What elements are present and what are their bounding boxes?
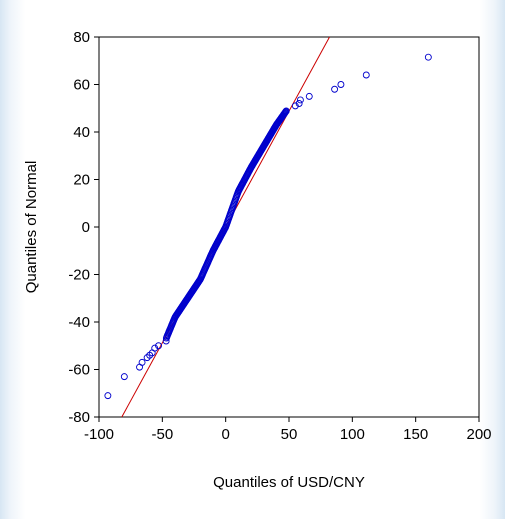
data-point [291,102,299,110]
y-tick-label: -40 [68,314,90,331]
data-point [162,337,170,345]
data-point [120,373,128,381]
y-tick-label: 0 [82,219,90,236]
data-point [337,81,345,88]
x-axis-ticks: -100 -50 0 50 100 150 200 [84,417,492,443]
y-axis-ticks: -80 -60 -40 -20 0 20 40 60 80 [68,29,99,426]
y-tick-label: -80 [68,409,90,426]
data-points-layer [104,53,432,400]
data-point [295,100,303,107]
x-tick-label: 100 [340,426,365,443]
y-tick-label: 20 [73,172,90,189]
y-tick-label: 80 [73,29,90,46]
data-point [424,53,432,61]
data-point [331,85,339,93]
x-tick-label: -50 [151,426,173,443]
data-point [138,358,146,366]
data-point [305,92,313,100]
data-point [155,342,162,350]
x-axis-label: Quantiles of USD/CNY [213,474,365,491]
data-point [362,71,370,79]
y-axis-label: Quantiles of Normal [23,161,40,294]
y-tick-label: 60 [73,77,90,94]
data-point [151,344,159,352]
data-point [104,392,112,400]
x-tick-label: 150 [403,426,428,443]
x-tick-label: 200 [466,426,491,443]
y-tick-label: -20 [68,267,90,284]
x-tick-label: 0 [221,426,229,443]
data-point [296,96,304,104]
data-point [282,107,290,115]
plot-area [98,36,480,418]
x-tick-label: -100 [84,426,114,443]
y-tick-label: -60 [68,362,90,379]
y-tick-label: 40 [73,124,90,141]
x-tick-label: 50 [281,426,298,443]
